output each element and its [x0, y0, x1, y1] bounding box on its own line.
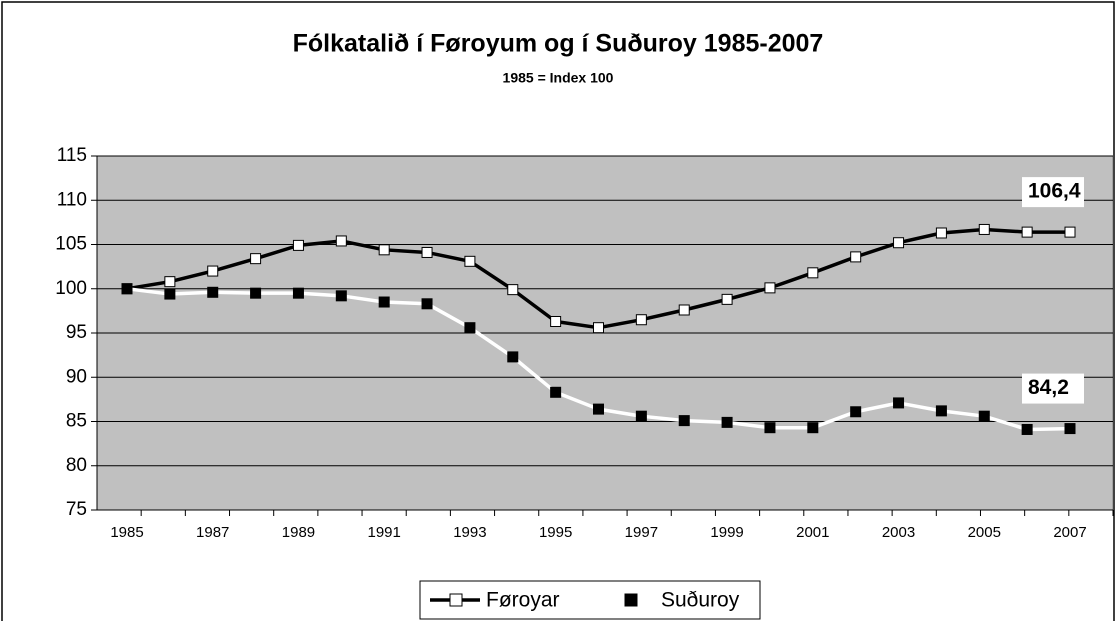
legend-label: Føroyar	[486, 589, 560, 612]
data-label: 106,4	[1028, 180, 1081, 203]
data-point	[421, 246, 433, 258]
data-point	[1021, 423, 1033, 435]
x-tick-label: 1985	[110, 524, 143, 541]
x-tick-label: 1987	[196, 524, 229, 541]
data-point	[721, 416, 733, 428]
data-point	[1021, 226, 1033, 238]
data-point	[593, 322, 604, 334]
x-tick-label: 1989	[282, 524, 315, 541]
data-point	[207, 265, 219, 277]
data-point	[292, 239, 304, 251]
y-tick-label: 110	[57, 189, 87, 210]
data-point	[764, 282, 776, 294]
data-point	[292, 287, 304, 299]
data-point	[635, 314, 647, 326]
data-point	[507, 284, 519, 296]
data-point	[507, 351, 519, 363]
data-point	[464, 255, 476, 267]
data-point	[164, 276, 176, 288]
x-tick-label: 2007	[1053, 524, 1086, 541]
data-point	[1064, 423, 1076, 435]
data-point	[978, 410, 990, 422]
y-tick-label: 100	[55, 278, 87, 299]
data-point	[250, 287, 262, 299]
data-point	[335, 290, 347, 302]
y-tick-label: 90	[66, 366, 87, 387]
x-tick-label: 2001	[796, 524, 829, 541]
data-point	[764, 422, 776, 434]
legend-marker	[624, 593, 638, 607]
data-point	[807, 422, 819, 434]
y-tick-label: 105	[55, 234, 87, 255]
legend-item: Føroyar	[430, 589, 560, 612]
y-tick-label: 75	[66, 499, 87, 520]
data-point	[378, 296, 390, 308]
data-point	[678, 415, 690, 427]
data-point	[850, 406, 862, 418]
x-tick-label: 1999	[710, 524, 743, 541]
data-label: 84,2	[1028, 376, 1069, 399]
data-point	[378, 244, 390, 256]
data-point	[935, 227, 947, 239]
data-point	[850, 251, 862, 263]
data-point	[335, 235, 347, 247]
data-point	[1064, 226, 1076, 238]
x-tick-label: 1991	[367, 524, 400, 541]
legend-item: Suðuroy	[605, 589, 740, 612]
data-point	[593, 403, 604, 415]
x-tick-label: 2003	[882, 524, 915, 541]
data-point	[164, 288, 176, 300]
data-point	[121, 283, 133, 295]
label-box	[1022, 373, 1084, 404]
data-point	[807, 267, 819, 279]
y-tick-label: 80	[66, 455, 87, 476]
data-point	[721, 293, 733, 305]
legend-marker	[449, 593, 463, 607]
data-point	[978, 223, 990, 235]
data-point	[464, 322, 476, 334]
data-point	[550, 315, 562, 327]
data-point	[635, 410, 647, 422]
legend-label: Suðuroy	[661, 589, 740, 612]
x-tick-label: 1997	[625, 524, 658, 541]
data-point	[250, 253, 262, 265]
data-point	[893, 237, 905, 249]
x-tick-label: 2005	[968, 524, 1001, 541]
label-box	[1022, 177, 1084, 208]
chart-title: Fólkatalið í Føroyum og í Suðuroy 1985-2…	[293, 30, 824, 58]
data-point	[421, 298, 433, 310]
y-tick-label: 95	[66, 322, 87, 343]
data-point	[550, 386, 562, 398]
chart-subtitle: 1985 = Index 100	[503, 70, 614, 86]
y-tick-label: 115	[57, 145, 87, 166]
x-tick-label: 1995	[539, 524, 572, 541]
data-point	[935, 405, 947, 417]
y-tick-label: 85	[66, 411, 87, 432]
x-tick-label: 1993	[453, 524, 486, 541]
data-point	[893, 397, 905, 409]
data-point	[207, 286, 219, 298]
data-point	[678, 304, 690, 316]
